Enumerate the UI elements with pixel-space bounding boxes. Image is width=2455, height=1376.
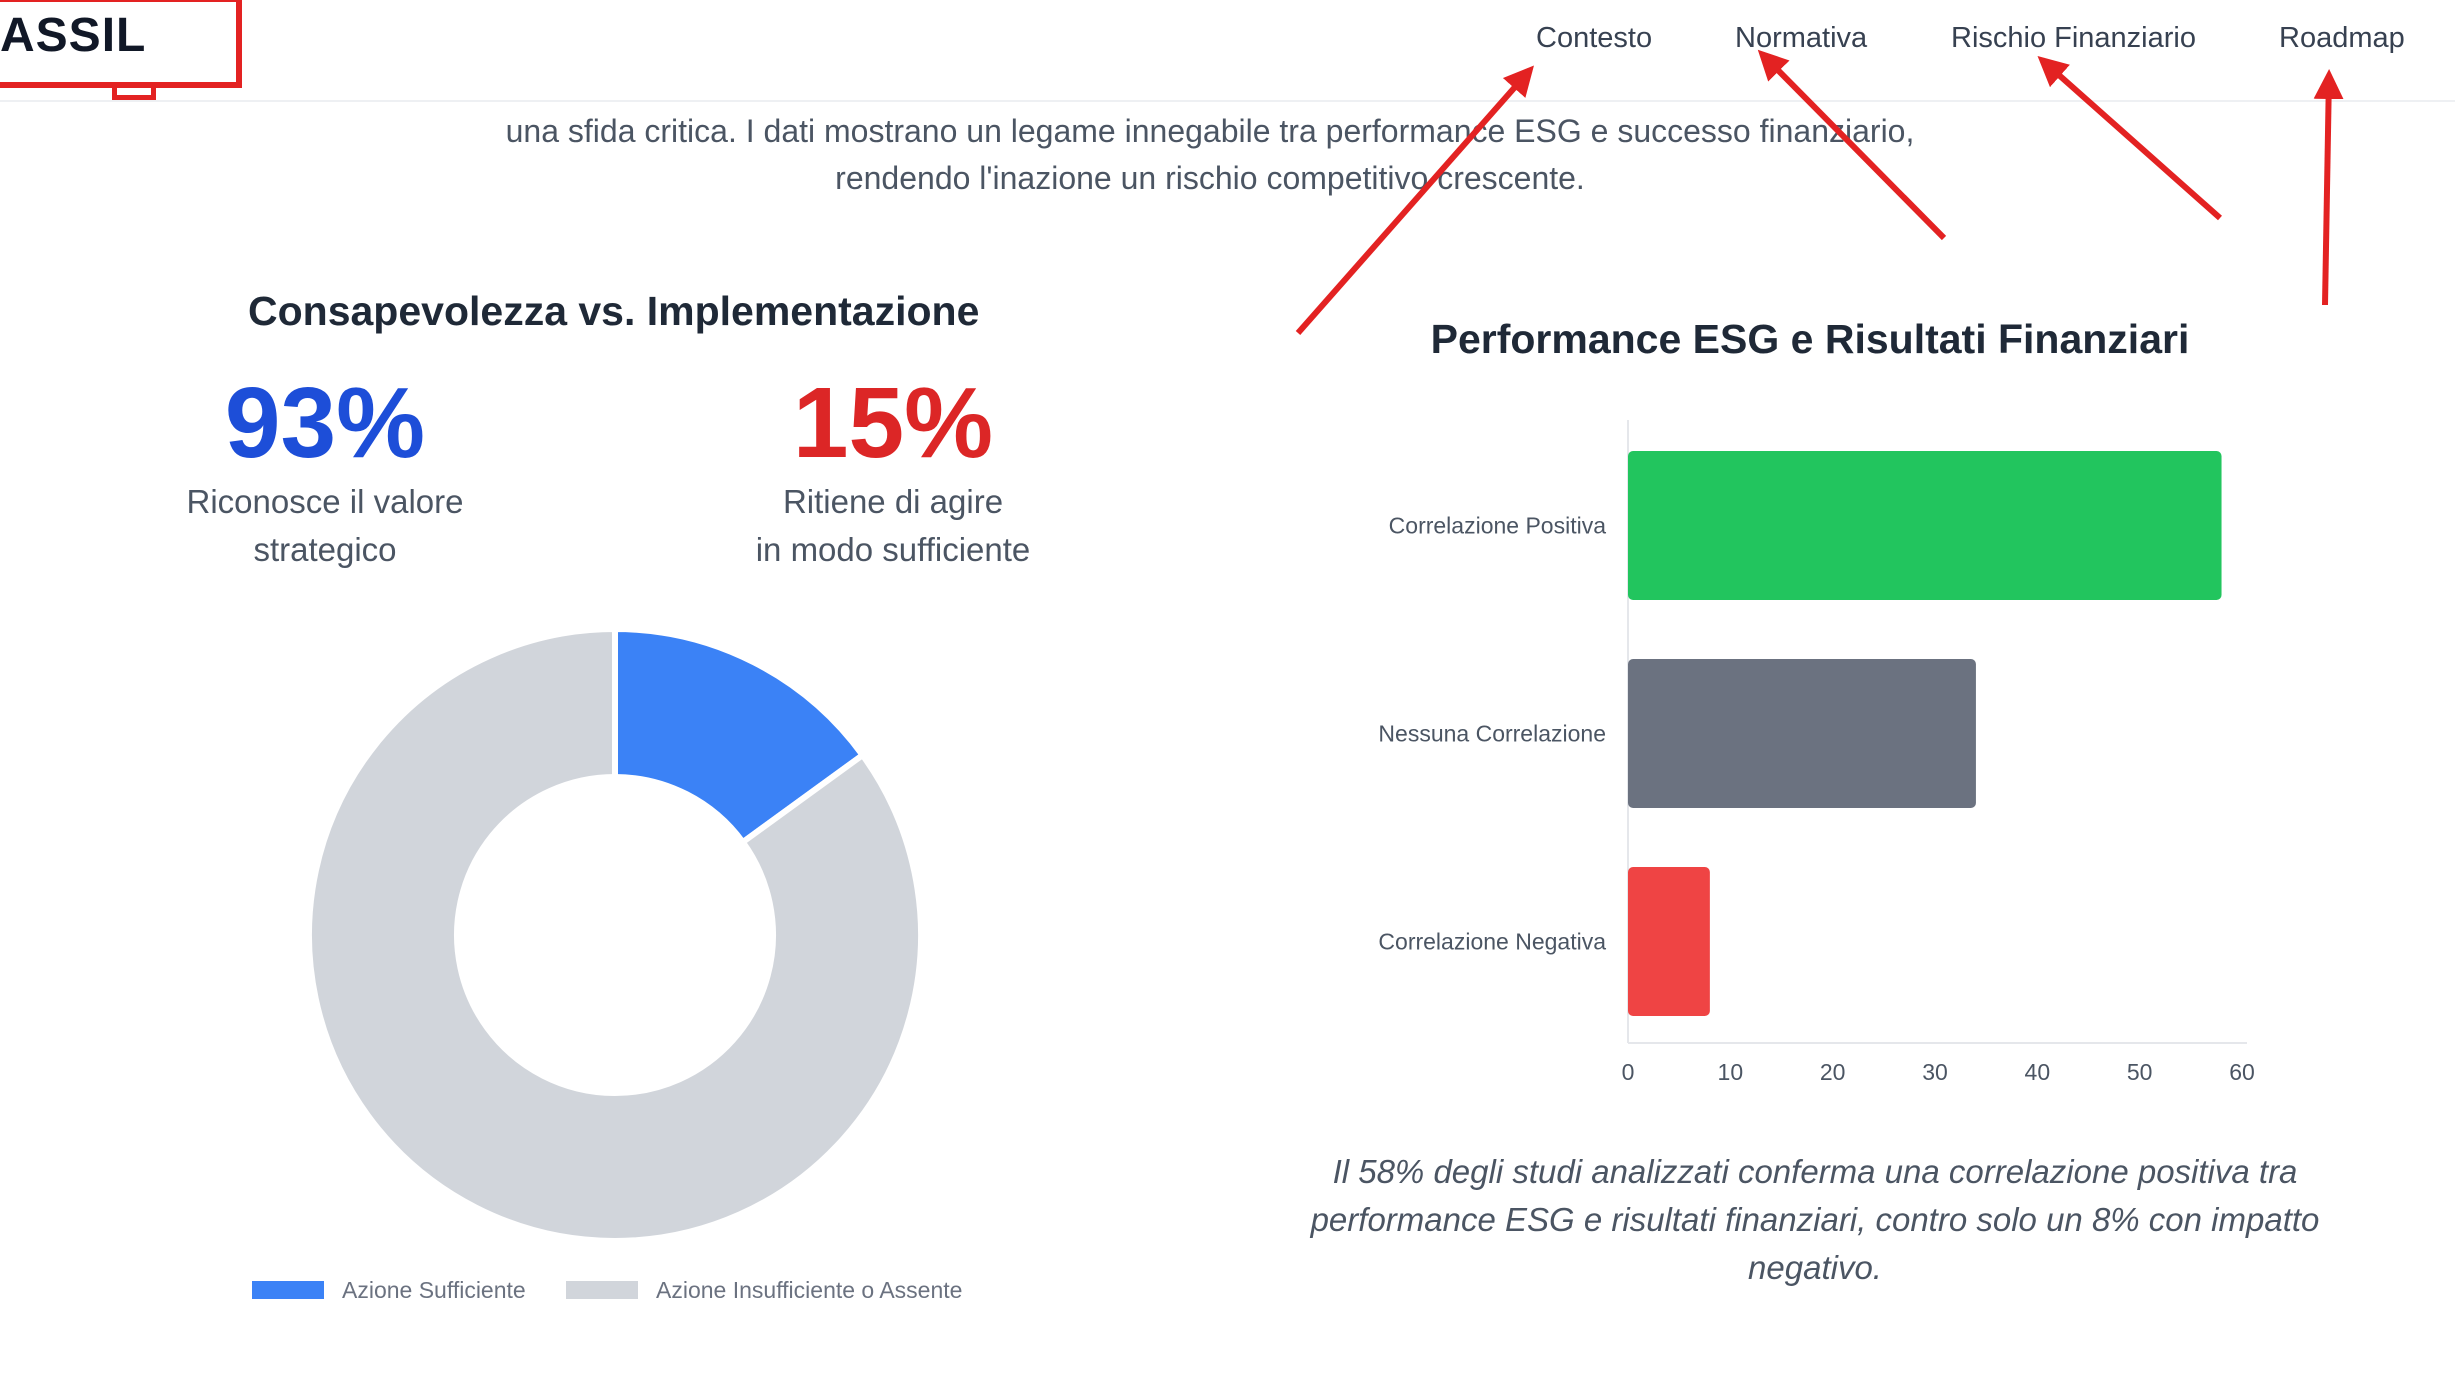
x-tick-label: 20 [1820, 1059, 1846, 1085]
bar-category-label: Nessuna Correlazione [1378, 721, 1606, 747]
donut-chart [306, 625, 924, 1244]
performance-title: Performance ESG e Risultati Finanziari [1430, 316, 2190, 362]
intro-text: una sfida critica. I dati mostrano un le… [310, 108, 2110, 202]
annotation-highlight-tab [112, 88, 156, 100]
legend-swatch [252, 1281, 324, 1299]
nav-link-rischio-finanziario[interactable]: Rischio Finanziario [1951, 22, 2196, 54]
donut-slice-insufficient[interactable] [306, 625, 924, 1244]
bar-correlazione-positiva[interactable] [1628, 451, 2222, 600]
bar-category-label: Correlazione Positiva [1389, 513, 1607, 539]
nav-link-normativa[interactable]: Normativa [1735, 22, 1868, 54]
legend-label: Azione Insufficiente o Assente [656, 1276, 963, 1303]
arrow-to-roadmap [2313, 69, 2344, 306]
bar-correlazione-negativa[interactable] [1628, 867, 1710, 1016]
chart-note-line: performance ESG e risultati finanziari, … [1310, 1201, 2320, 1238]
bar-chart: Correlazione Positiva Nessuna Correlazion… [1378, 420, 2255, 1085]
stat-action-caption: Ritiene di agire in modo sufficiente [613, 478, 1173, 574]
stat-awareness-caption: Riconosce il valore strategico [45, 478, 605, 574]
chart-note-line: negativo. [1748, 1249, 1882, 1286]
stat-caption-line: strategico [253, 531, 397, 568]
nav-link-contesto[interactable]: Contesto [1536, 22, 1653, 54]
nav-link-roadmap[interactable]: Roadmap [2279, 22, 2405, 54]
annotation-highlight-box [0, 0, 242, 88]
stat-caption-line: in modo sufficiente [755, 531, 1031, 568]
x-tick-label: 30 [1922, 1059, 1948, 1085]
logo[interactable]: ASSIL [0, 9, 147, 62]
legend-item-insufficient[interactable]: Azione Insufficiente o Assente [566, 1272, 962, 1308]
stat-caption-line: Ritiene di agire [782, 483, 1004, 520]
bar-category-label: Correlazione Negativa [1378, 929, 1606, 955]
stat-action-value: 15% [792, 367, 994, 479]
legend-item-sufficient[interactable]: Azione Sufficiente [252, 1272, 526, 1308]
x-tick-label: 40 [2025, 1059, 2051, 1085]
x-tick-label: 50 [2127, 1059, 2153, 1085]
legend-label: Azione Sufficiente [342, 1276, 526, 1303]
intro-line: una sfida critica. I dati mostrano un le… [505, 113, 1915, 149]
x-tick-label: 60 [2229, 1059, 2255, 1085]
awareness-title: Consapevolezza vs. Implementazione [248, 288, 980, 334]
x-tick-label: 0 [1622, 1059, 1635, 1085]
legend-swatch [566, 1281, 638, 1299]
chart-note-line: Il 58% degli studi analizzati conferma u… [1332, 1153, 2298, 1190]
intro-line: rendendo l'inazione un rischio competiti… [835, 160, 1585, 196]
stat-caption-line: Riconosce il valore [186, 483, 464, 520]
chart-note: Il 58% degli studi analizzati conferma u… [1255, 1148, 2375, 1292]
x-tick-label: 10 [1718, 1059, 1744, 1085]
donut-slice-sufficient[interactable] [612, 625, 867, 847]
bar-nessuna-correlazione[interactable] [1628, 659, 1976, 808]
navbar: ASSIL Contesto Normativa Rischio Finanzi… [0, 0, 2455, 102]
stat-awareness-value: 93% [224, 367, 426, 479]
